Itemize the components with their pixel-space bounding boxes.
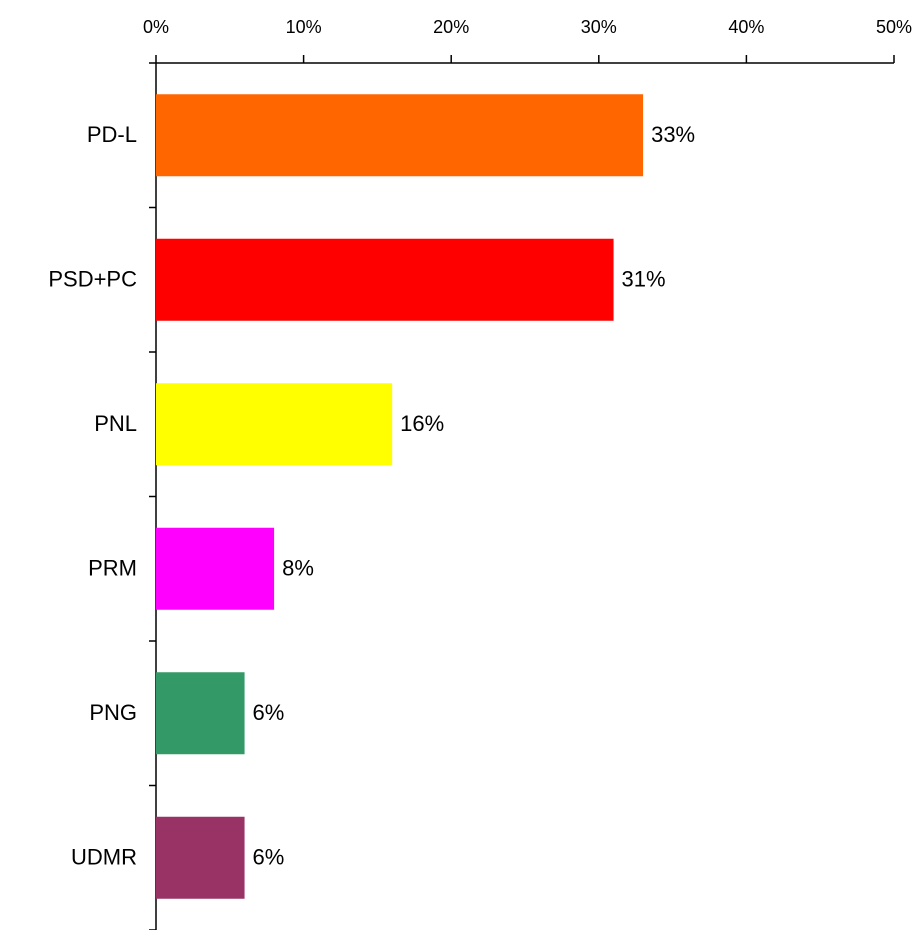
y-tick-label: PRM: [88, 556, 137, 581]
bar: [156, 383, 393, 466]
y-tick-label: PD-L: [87, 122, 137, 147]
value-label: 33%: [651, 122, 695, 147]
x-tick-label: 0%: [143, 17, 169, 37]
y-tick-label: UDMR: [71, 845, 137, 870]
y-tick-label: PSD+PC: [48, 267, 137, 292]
bar: [156, 94, 644, 177]
value-label: 31%: [622, 267, 666, 292]
value-label: 6%: [253, 845, 285, 870]
value-label: 6%: [253, 700, 285, 725]
x-tick-label: 20%: [433, 17, 469, 37]
x-tick-label: 40%: [728, 17, 764, 37]
value-label: 8%: [282, 556, 314, 581]
x-tick-label: 30%: [581, 17, 617, 37]
y-tick-label: PNG: [89, 700, 137, 725]
bar: [156, 527, 275, 610]
bar: [156, 816, 245, 899]
x-tick-label: 50%: [876, 17, 912, 37]
bar: [156, 238, 614, 321]
x-tick-label: 10%: [286, 17, 322, 37]
value-label: 16%: [400, 411, 444, 436]
bar: [156, 672, 245, 755]
y-tick-label: PNL: [94, 411, 137, 436]
